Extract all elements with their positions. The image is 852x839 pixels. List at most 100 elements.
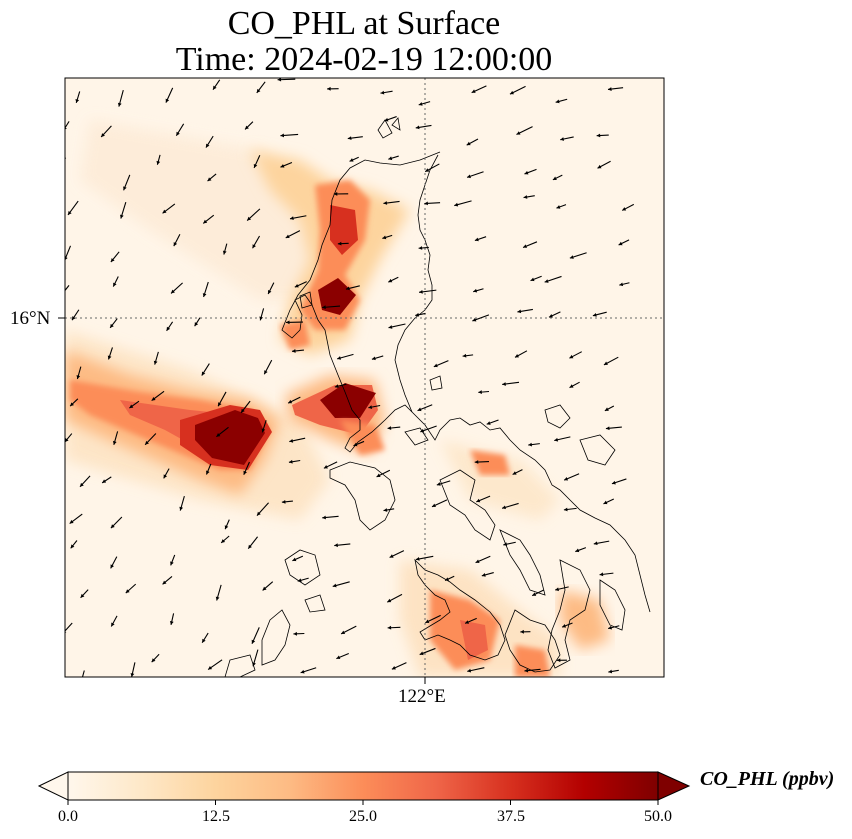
wind-arrow-head xyxy=(555,99,560,104)
wind-arrow-head xyxy=(387,598,392,603)
wind-arrow-head xyxy=(334,543,338,548)
wind-arrow-head xyxy=(69,519,74,524)
wind-arrow-head xyxy=(291,349,296,353)
wind-arrow-head xyxy=(222,250,227,255)
wind-arrow-head xyxy=(592,312,597,317)
wind-arrow-head xyxy=(110,258,115,263)
wind-arrow-head xyxy=(554,437,559,442)
wind-arrow-head xyxy=(207,177,212,182)
wind-arrow-head xyxy=(486,421,491,425)
colorbar-title: CO_PHL (ppbv) xyxy=(700,768,835,790)
wind-arrow-head xyxy=(476,498,481,503)
wind-arrow-head xyxy=(176,131,180,136)
wind-arrow-head xyxy=(151,396,156,401)
map-title-line1: CO_PHL at Surface xyxy=(227,5,501,42)
wind-arrow-head xyxy=(208,665,213,670)
wind-arrow-head xyxy=(608,669,613,674)
wind-arrow-head xyxy=(288,399,293,404)
wind-arrow-head xyxy=(333,192,338,196)
wind-arrow-head xyxy=(166,326,171,331)
wind-arrow-head xyxy=(562,624,567,628)
wind-arrow-head xyxy=(425,168,430,172)
wind-arrow-head xyxy=(605,426,610,431)
wind-arrow-head xyxy=(419,651,424,656)
wind-arrow-head xyxy=(261,428,266,433)
wind-arrow-head xyxy=(170,561,174,566)
wind-arrow-head xyxy=(556,658,561,663)
wind-arrow-head xyxy=(524,668,529,673)
wind-arrow-head xyxy=(268,289,272,294)
wind-arrow-head xyxy=(347,136,352,141)
wind-arrow-head xyxy=(478,390,482,394)
wind-arrow-head xyxy=(575,548,580,553)
wind-arrow-head xyxy=(70,402,74,407)
wind-arrow-head xyxy=(544,279,549,283)
wind-arrow-head xyxy=(289,216,294,221)
wind-arrow-head xyxy=(345,286,350,291)
wind-arrow-head xyxy=(76,375,81,379)
wind-arrow-head xyxy=(564,476,569,481)
wind-arrow-head xyxy=(383,201,388,205)
wind-arrow-head xyxy=(259,316,264,321)
wind-arrow-head xyxy=(277,78,282,82)
wind-arrow-head xyxy=(353,442,358,447)
wind-arrow-head xyxy=(467,668,472,673)
wind-arrow-head xyxy=(251,639,256,644)
map-figure xyxy=(58,77,665,684)
wind-arrow-head xyxy=(332,583,337,588)
wind-arrow-head xyxy=(517,309,522,314)
wind-arrow-head xyxy=(129,404,134,409)
wind-arrow-head xyxy=(213,85,217,90)
wind-arrow-head xyxy=(113,282,117,287)
wind-arrow-head xyxy=(245,125,249,130)
wind-arrow-head xyxy=(383,508,388,512)
wind-arrow-head xyxy=(569,354,574,359)
latitude-label: 16°N xyxy=(10,308,51,329)
wind-arrow-head xyxy=(371,356,376,361)
wind-arrow-head xyxy=(524,170,529,175)
wind-arrow-head xyxy=(593,541,598,546)
wind-arrow-head xyxy=(516,131,521,135)
wind-arrow xyxy=(65,622,73,632)
wind-arrow-head xyxy=(112,440,117,445)
wind-arrow-head xyxy=(218,402,222,407)
wind-arrow-head xyxy=(420,428,425,433)
wind-arrow-head xyxy=(481,573,486,577)
colorbar-min-extend xyxy=(37,771,69,801)
wind-arrow-head xyxy=(65,256,68,261)
wind-arrow-head xyxy=(123,186,127,191)
wind-arrow-head xyxy=(285,234,290,238)
wind-arrow-head xyxy=(603,500,608,505)
colorbar-tick-3: 37.5 xyxy=(497,808,525,825)
wind-arrow-head xyxy=(163,474,168,479)
wind-arrow-head xyxy=(65,438,69,442)
wind-arrow-head xyxy=(604,407,609,411)
wind-arrow-head xyxy=(424,201,428,206)
wind-arrow-head xyxy=(67,211,72,215)
wind-arrow-head xyxy=(433,363,438,368)
wind-arrow-head xyxy=(75,98,80,103)
wind-arrow-head xyxy=(247,216,252,221)
wind-arrow-head xyxy=(387,426,392,430)
wind-arrow-head xyxy=(179,506,184,511)
wind-arrow-head xyxy=(474,460,479,464)
wind-arrow-head xyxy=(563,507,568,512)
wind-arrow-head xyxy=(596,133,601,138)
wind-arrow-head xyxy=(111,622,115,627)
wind-arrow-head xyxy=(280,133,285,138)
map-frame xyxy=(64,77,665,678)
southern-plume xyxy=(430,450,610,677)
wind-arrow-head xyxy=(509,90,514,95)
wind-arrow-head xyxy=(101,133,105,138)
wind-arrow-head xyxy=(384,117,389,122)
wind-arrow-head xyxy=(252,662,256,667)
wind-arrow xyxy=(81,670,85,677)
wind-arrow-head xyxy=(472,317,477,322)
wind-arrow-head xyxy=(262,586,267,591)
wind-arrow-head xyxy=(194,322,199,327)
wind-arrow-head xyxy=(560,137,565,141)
wind-arrow xyxy=(65,157,67,160)
wind-arrow-head xyxy=(388,278,393,283)
wind-arrow-head xyxy=(322,515,326,520)
wind-arrow-head xyxy=(391,666,396,670)
